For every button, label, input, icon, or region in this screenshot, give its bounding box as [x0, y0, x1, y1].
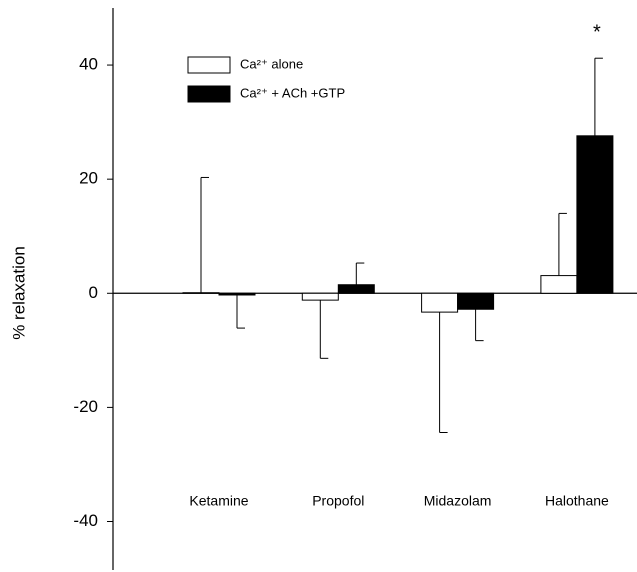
x-tick-label: Ketamine [189, 493, 248, 509]
bar [218, 292, 256, 296]
bar [421, 292, 459, 313]
annotation: * [593, 21, 601, 43]
bar [182, 292, 220, 294]
legend-swatch [187, 85, 231, 103]
bar [457, 292, 495, 310]
legend-swatch [187, 56, 231, 74]
y-tick-label: 20 [79, 169, 98, 188]
bar [337, 284, 375, 294]
bar [540, 275, 578, 294]
legend-label: Ca²⁺ alone [240, 56, 303, 71]
x-tick-label: Midazolam [424, 493, 492, 509]
legend-label: Ca²⁺ + ACh +GTP [240, 85, 345, 100]
x-tick-label: Halothane [545, 493, 609, 509]
y-axis-label: % relaxation [9, 246, 28, 340]
y-tick-label: -40 [73, 511, 98, 530]
y-tick-label: 0 [89, 283, 98, 302]
bar [301, 292, 339, 301]
y-tick-label: 40 [79, 55, 98, 74]
y-tick-label: -20 [73, 397, 98, 416]
x-tick-label: Propofol [312, 493, 364, 509]
bar [576, 135, 614, 294]
